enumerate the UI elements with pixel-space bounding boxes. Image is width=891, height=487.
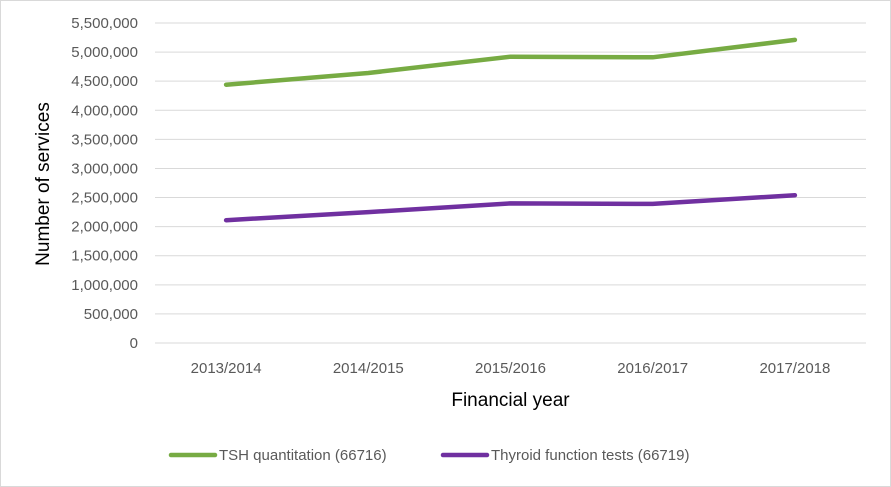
- x-tick-label: 2013/2014: [191, 360, 262, 377]
- y-tick-label: 1,500,000: [71, 248, 138, 265]
- y-tick-label: 3,500,000: [71, 131, 138, 148]
- y-axis-title: Number of services: [33, 102, 54, 266]
- series-line: [223, 192, 798, 223]
- legend-label: Thyroid function tests (66719): [491, 447, 689, 464]
- series-lines: [223, 37, 798, 223]
- x-axis-title: Financial year: [451, 390, 570, 411]
- y-tick-label: 0: [130, 335, 138, 352]
- y-tick-label: 500,000: [84, 306, 138, 323]
- y-tick-label: 2,500,000: [71, 190, 138, 207]
- legend-label: TSH quantitation (66716): [219, 447, 387, 464]
- y-tick-label: 4,000,000: [71, 102, 138, 119]
- legend: TSH quantitation (66716) Thyroid function…: [168, 447, 689, 464]
- y-tick-label: 5,500,000: [71, 15, 138, 32]
- x-tick-label: 2017/2018: [759, 360, 830, 377]
- y-tick-label: 3,000,000: [71, 160, 138, 177]
- x-axis-tick-labels: 2013/2014 2014/2015 2015/2016 2016/2017 2017…: [191, 360, 831, 377]
- x-tick-label: 2016/2017: [617, 360, 688, 377]
- x-tick-label: 2014/2015: [333, 360, 404, 377]
- x-tick-label: 2015/2016: [475, 360, 546, 377]
- series-line: [223, 37, 798, 87]
- gridlines: [155, 22, 866, 344]
- y-tick-label: 2,000,000: [71, 219, 138, 236]
- y-axis-tick-labels: 0 500,000 1,000,000 1,500,000 2,000,000 2,500…: [71, 15, 138, 352]
- y-tick-label: 5,000,000: [71, 44, 138, 61]
- y-tick-label: 4,500,000: [71, 73, 138, 90]
- y-tick-label: 1,000,000: [71, 277, 138, 294]
